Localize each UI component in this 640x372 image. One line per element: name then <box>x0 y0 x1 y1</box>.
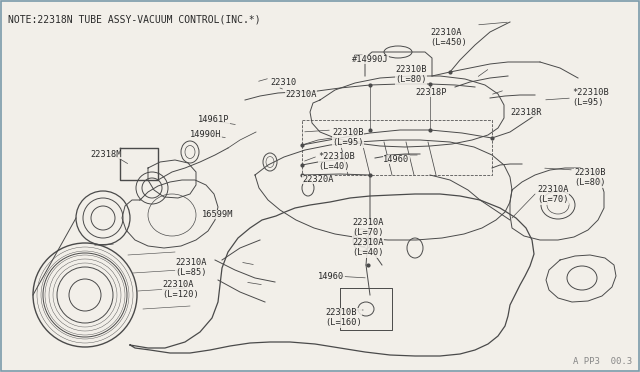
Text: 22310A
(L=120): 22310A (L=120) <box>162 280 199 299</box>
Text: 22320A: 22320A <box>302 175 333 184</box>
Text: 22310B
(L=80): 22310B (L=80) <box>574 168 605 187</box>
Text: 22310: 22310 <box>270 78 296 87</box>
Text: 22310A
(L=40): 22310A (L=40) <box>352 238 383 257</box>
Text: A PP3  00.3: A PP3 00.3 <box>573 357 632 366</box>
Text: 14961P: 14961P <box>198 115 230 124</box>
Text: *22310B
(L=95): *22310B (L=95) <box>572 88 609 108</box>
Text: 22310B
(L=95): 22310B (L=95) <box>332 128 364 147</box>
Text: 22310A
(L=70): 22310A (L=70) <box>352 218 383 237</box>
Text: 22318R: 22318R <box>510 108 541 117</box>
Text: 14960: 14960 <box>383 155 409 164</box>
Text: 22318P: 22318P <box>415 88 447 97</box>
Text: 22310B
(L=160): 22310B (L=160) <box>325 308 362 327</box>
Text: #14990J: #14990J <box>352 55 388 64</box>
Text: 22318M: 22318M <box>90 150 122 159</box>
Text: *22310B
(L=40): *22310B (L=40) <box>318 152 355 171</box>
Text: NOTE:22318N TUBE ASSY-VACUUM CONTROL(INC.*): NOTE:22318N TUBE ASSY-VACUUM CONTROL(INC… <box>8 14 260 24</box>
Text: 22310A
(L=70): 22310A (L=70) <box>537 185 568 204</box>
Text: 14960: 14960 <box>318 272 344 281</box>
Text: 22310B
(L=80): 22310B (L=80) <box>395 65 426 84</box>
Text: 22310A
(L=450): 22310A (L=450) <box>430 28 467 47</box>
Text: 22310A
(L=85): 22310A (L=85) <box>175 258 207 278</box>
Text: 22310A: 22310A <box>285 90 317 99</box>
Text: 16599M: 16599M <box>202 210 234 219</box>
Text: 14990H: 14990H <box>190 130 221 139</box>
